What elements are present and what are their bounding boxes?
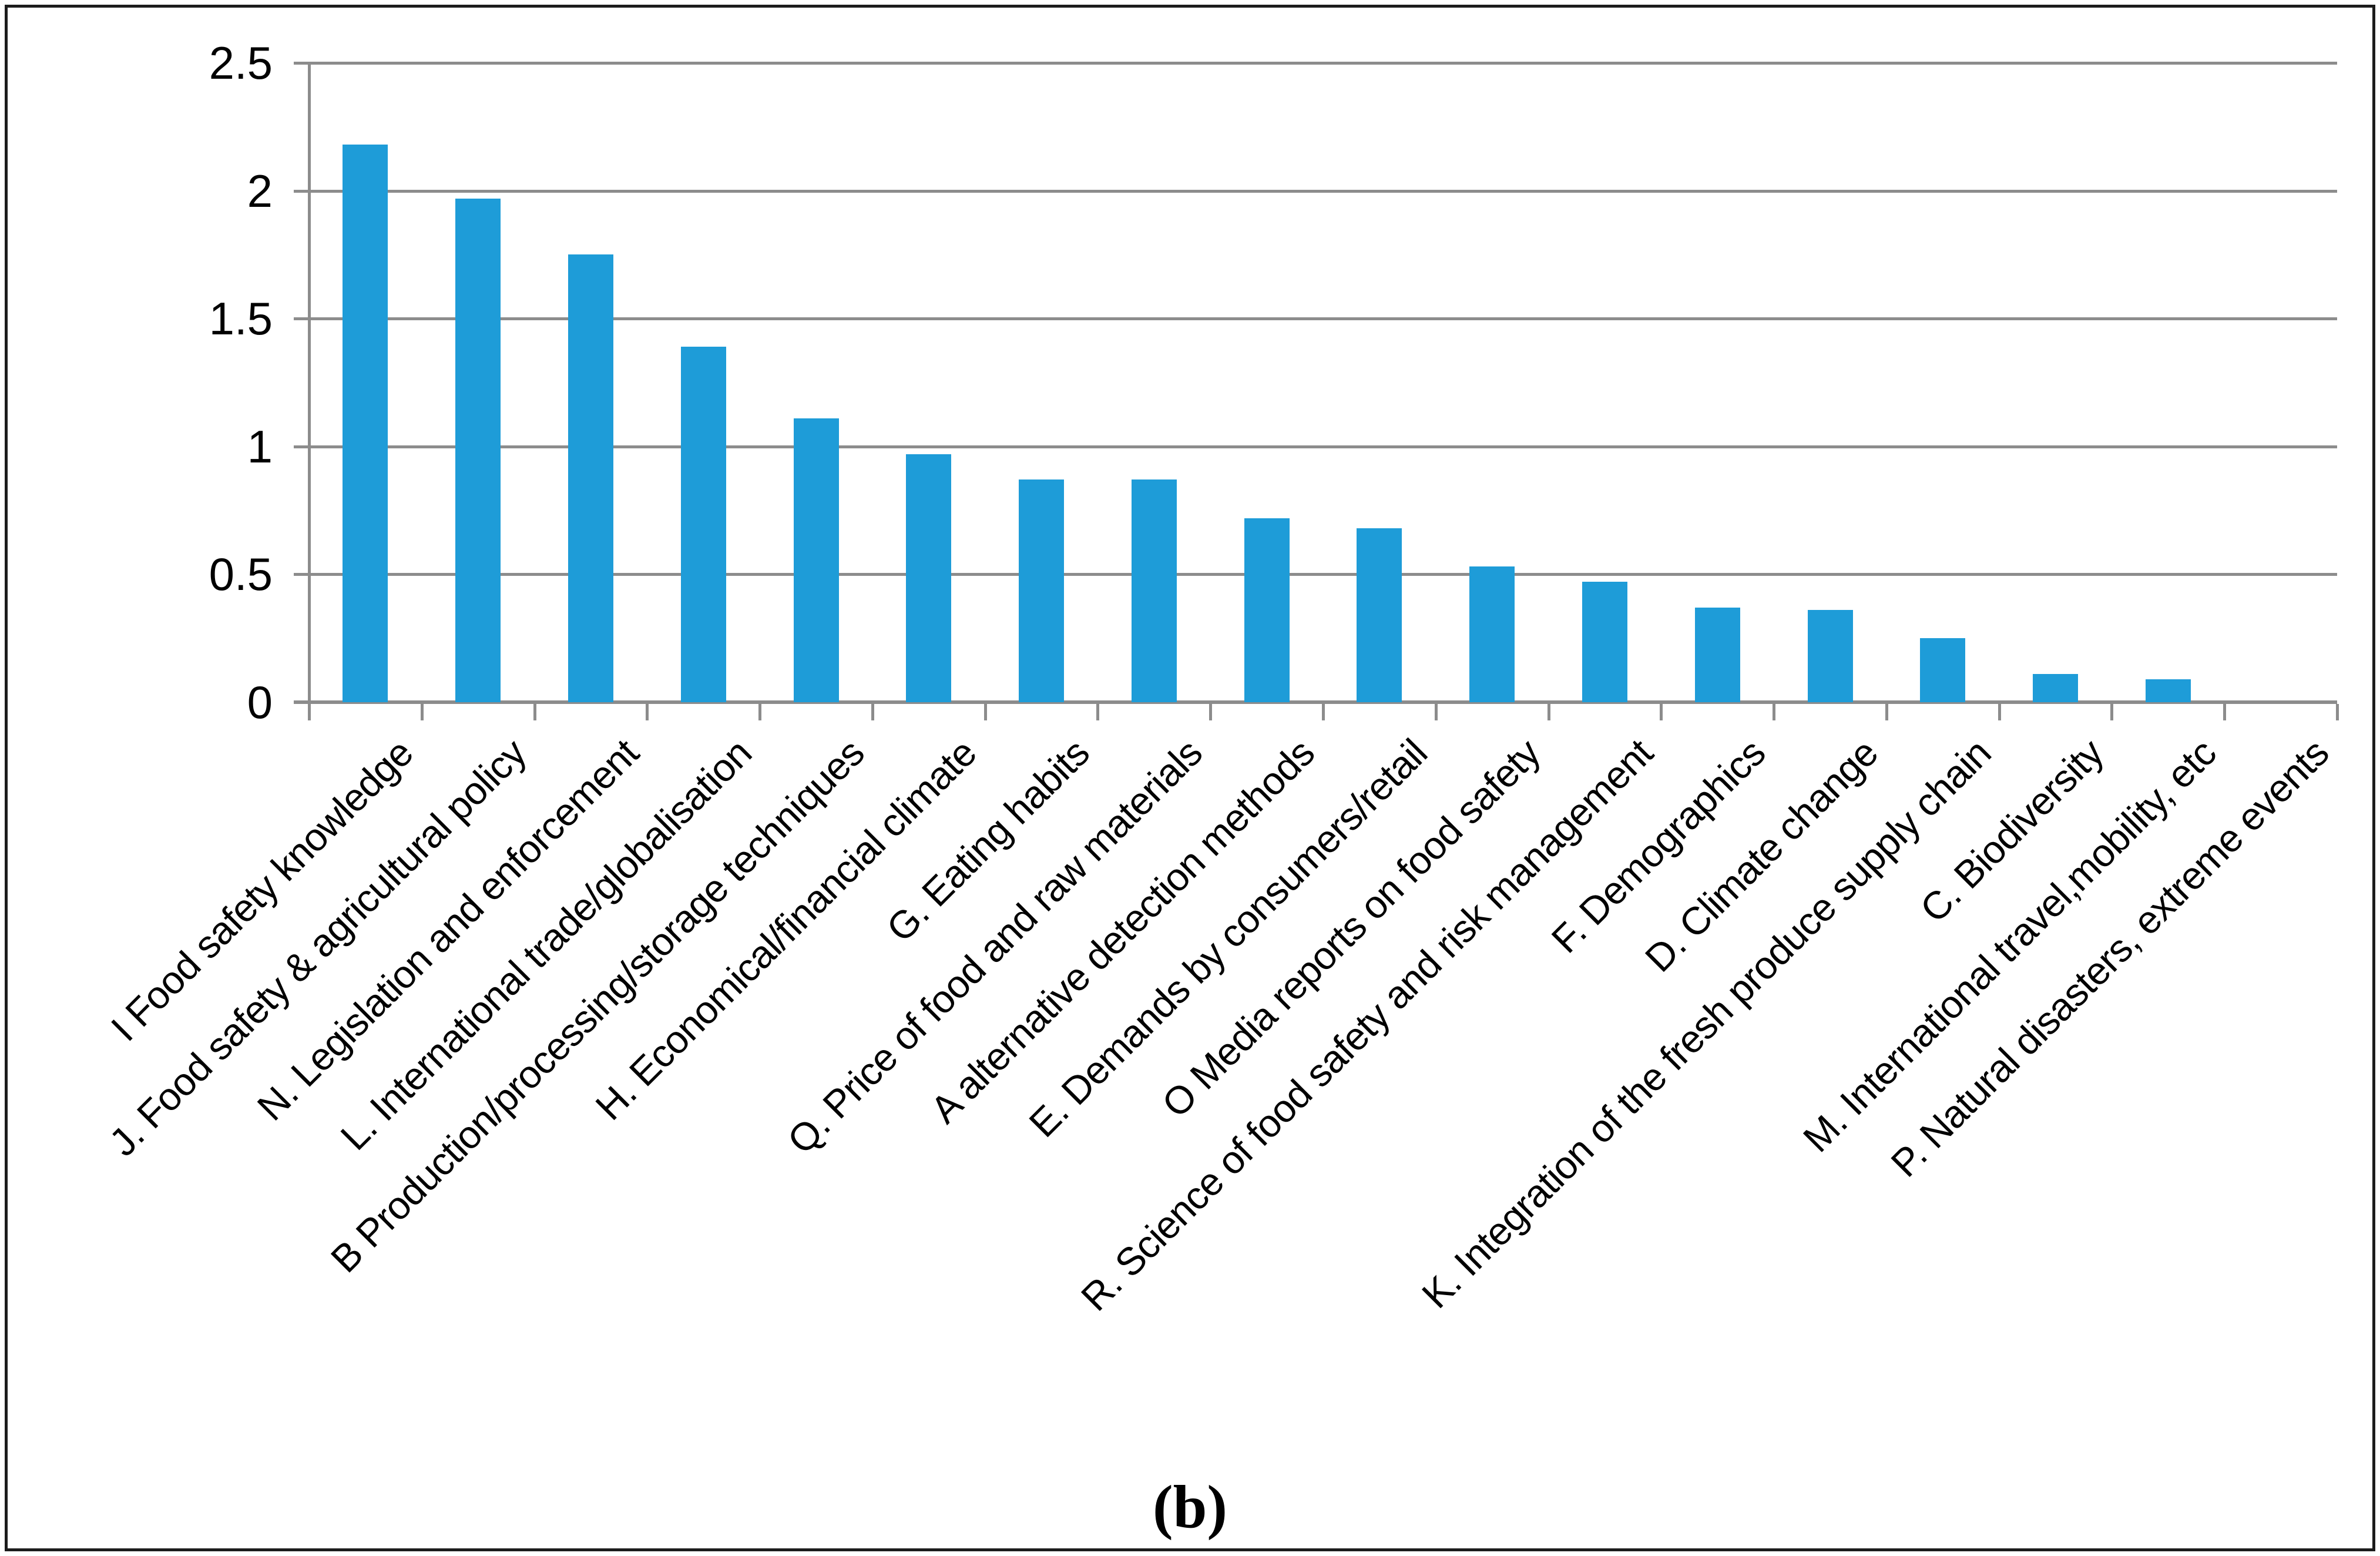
bar <box>343 145 388 702</box>
bar <box>2146 679 2191 702</box>
x-axis-tick <box>1885 704 1888 720</box>
x-axis-tick <box>2336 704 2339 720</box>
bar <box>794 418 839 702</box>
y-axis-label: 0 <box>247 676 273 728</box>
bar <box>455 199 501 702</box>
gridline <box>294 317 2337 321</box>
bar <box>681 347 726 702</box>
bar <box>1019 479 1064 702</box>
bar <box>1808 610 1853 702</box>
figure-border <box>5 5 2375 1551</box>
y-axis-line <box>308 63 311 720</box>
x-axis-tick <box>1998 704 2001 720</box>
bar <box>1920 638 1965 702</box>
x-axis-tick <box>1209 704 1213 720</box>
y-axis-label: 0.5 <box>209 548 273 601</box>
y-axis-label: 2.5 <box>209 37 273 89</box>
bar <box>568 254 613 702</box>
bar <box>1582 582 1627 702</box>
x-axis-tick <box>420 704 424 720</box>
x-axis-tick <box>1322 704 1325 720</box>
figure-caption: (b) <box>1152 1473 1228 1541</box>
x-axis-tick <box>1434 704 1438 720</box>
x-axis-tick <box>2223 704 2227 720</box>
x-axis-tick <box>2110 704 2114 720</box>
gridline <box>294 445 2337 448</box>
x-axis-line <box>294 700 2337 704</box>
gridline <box>294 573 2337 576</box>
x-axis-tick <box>1660 704 1663 720</box>
bar <box>1244 518 1290 702</box>
y-axis-label: 2 <box>247 165 273 217</box>
bar <box>2033 674 2078 702</box>
x-axis-tick <box>308 704 311 720</box>
bar <box>1469 566 1515 702</box>
x-axis-tick <box>646 704 649 720</box>
x-axis-tick <box>1773 704 1776 720</box>
bar <box>1357 528 1402 702</box>
x-axis-tick <box>1547 704 1550 720</box>
gridline <box>294 62 2337 65</box>
x-axis-tick <box>533 704 536 720</box>
x-axis-tick <box>758 704 762 720</box>
y-axis-label: 1.5 <box>209 293 273 345</box>
y-axis-label: 1 <box>247 420 273 472</box>
x-axis-tick <box>871 704 874 720</box>
bar <box>1132 479 1177 702</box>
x-axis-tick <box>1096 704 1100 720</box>
bar <box>1695 608 1740 702</box>
x-axis-tick <box>983 704 987 720</box>
bar <box>906 454 951 702</box>
gridline <box>294 189 2337 193</box>
